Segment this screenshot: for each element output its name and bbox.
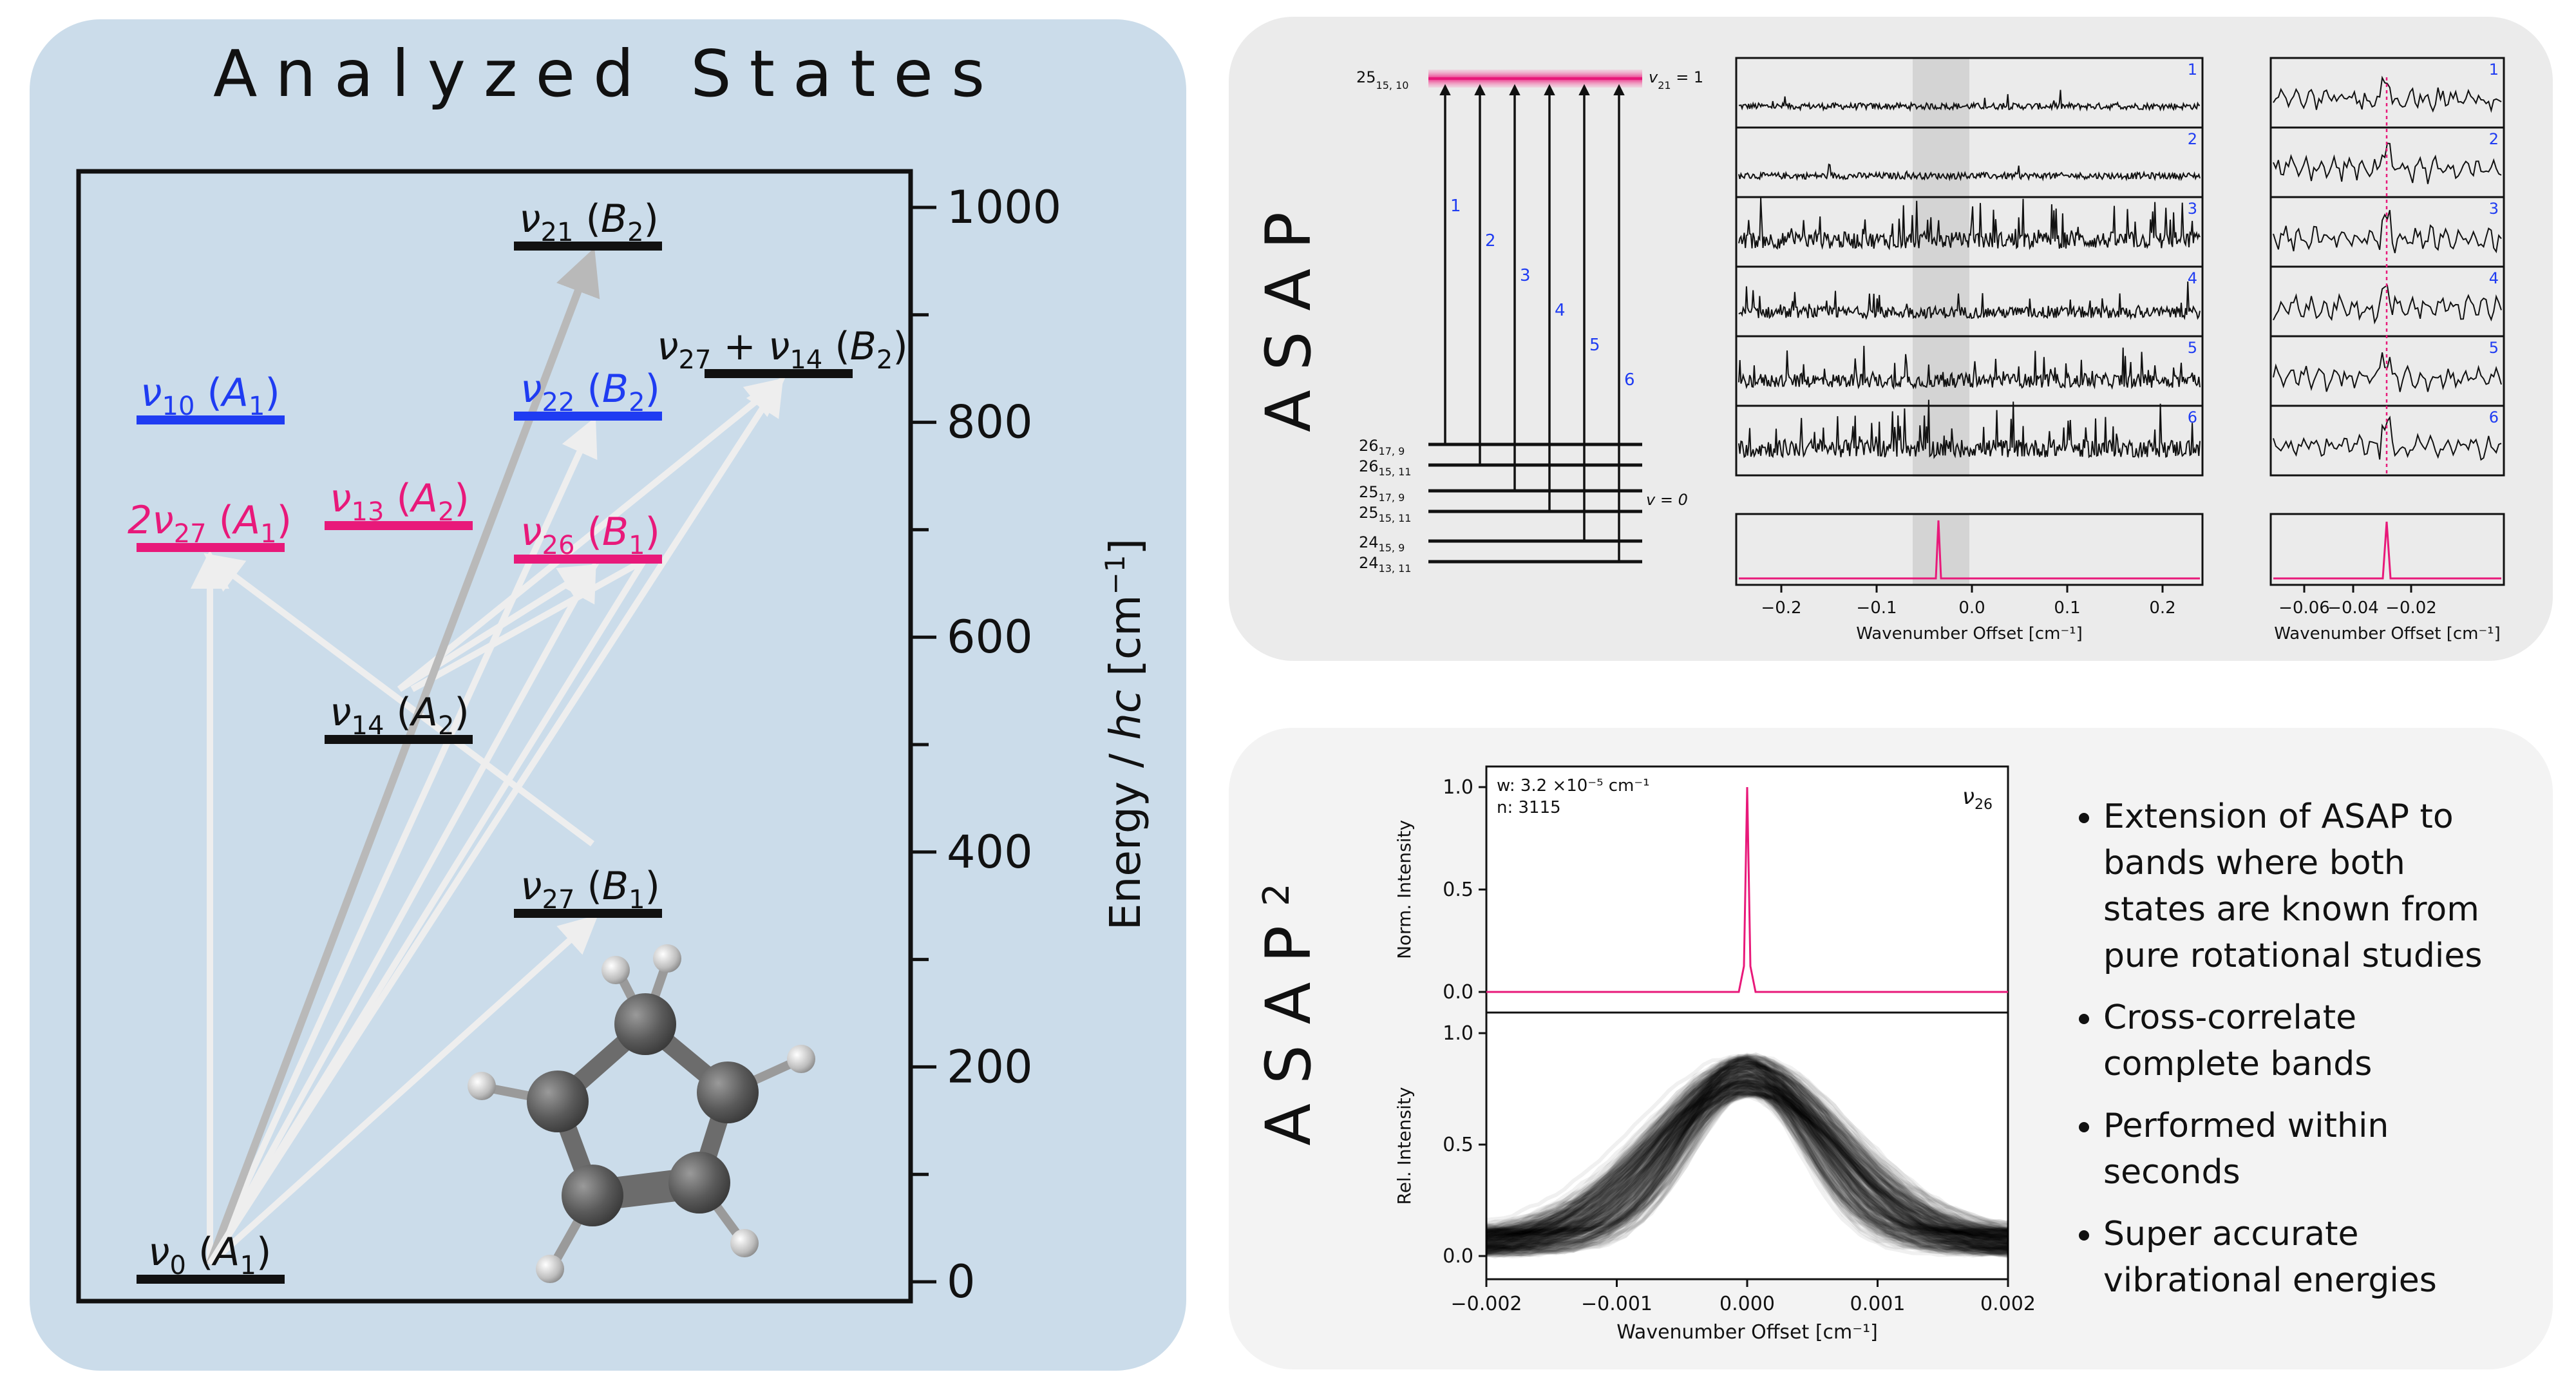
- level-v13: ν13 (A2): [325, 476, 473, 530]
- level-label: ν13 (A2): [330, 476, 469, 527]
- transition-arrow: [207, 561, 596, 1266]
- transition-arrow: [204, 553, 594, 847]
- energy-tick-label: 200: [947, 1040, 1033, 1093]
- panel-title: Analyzed States: [213, 36, 1003, 111]
- energy-axis: 0 200 400 600 800 1000: [908, 171, 1061, 1308]
- level-v27v14: ν27 + ν14 (B2): [657, 324, 908, 378]
- level-v21: ν21 (B2): [514, 196, 662, 251]
- level-v0: ν0 (A1): [137, 1230, 285, 1284]
- transition-arrow: [207, 381, 782, 1266]
- transition-arrow: [207, 558, 647, 1266]
- energy-tick-label: 400: [947, 826, 1033, 879]
- energy-tick-label: 0: [947, 1255, 976, 1308]
- level-label: ν27 (B1): [520, 864, 660, 915]
- level-v14: ν14 (A2): [325, 690, 473, 744]
- level-label: ν22 (B2): [520, 367, 660, 417]
- transition-arrow: [397, 377, 786, 692]
- level-v26: ν26 (B1): [514, 509, 662, 564]
- energy-tick-label: 1000: [947, 181, 1061, 234]
- transition-arrow: [206, 247, 600, 1266]
- level-v27: ν27 (B1): [514, 864, 662, 918]
- level-label: ν26 (B1): [520, 509, 660, 560]
- level-label: ν10 (A1): [140, 370, 280, 421]
- level-label: ν14 (A2): [330, 690, 469, 741]
- level-label: ν0 (A1): [148, 1230, 271, 1281]
- energy-tick-label: 600: [947, 611, 1033, 663]
- level-v10: ν10 (A1): [137, 370, 285, 424]
- transition-arrow: [207, 914, 598, 1266]
- level-label: 2ν27 (A1): [128, 498, 292, 549]
- transition-arrow: [207, 417, 598, 1266]
- energy-tick-label: 800: [947, 396, 1033, 449]
- level-label: ν21 (B2): [519, 196, 659, 247]
- transition-arrows: [191, 247, 786, 1266]
- level-2v27: 2ν27 (A1): [128, 498, 292, 552]
- level-label: ν27 + ν14 (B2): [657, 324, 908, 375]
- level-v22: ν22 (B2): [514, 367, 662, 421]
- energy-axis-label: Energy / hc [cm−1]: [1099, 538, 1151, 930]
- molecule-illustration: [468, 944, 815, 1283]
- energy-levels: ν0 (A1) ν27 (B1) ν14 (A2) ν26 (B1) ν13 (A2) 2…: [128, 196, 908, 1284]
- transition-arrow: [410, 557, 646, 692]
